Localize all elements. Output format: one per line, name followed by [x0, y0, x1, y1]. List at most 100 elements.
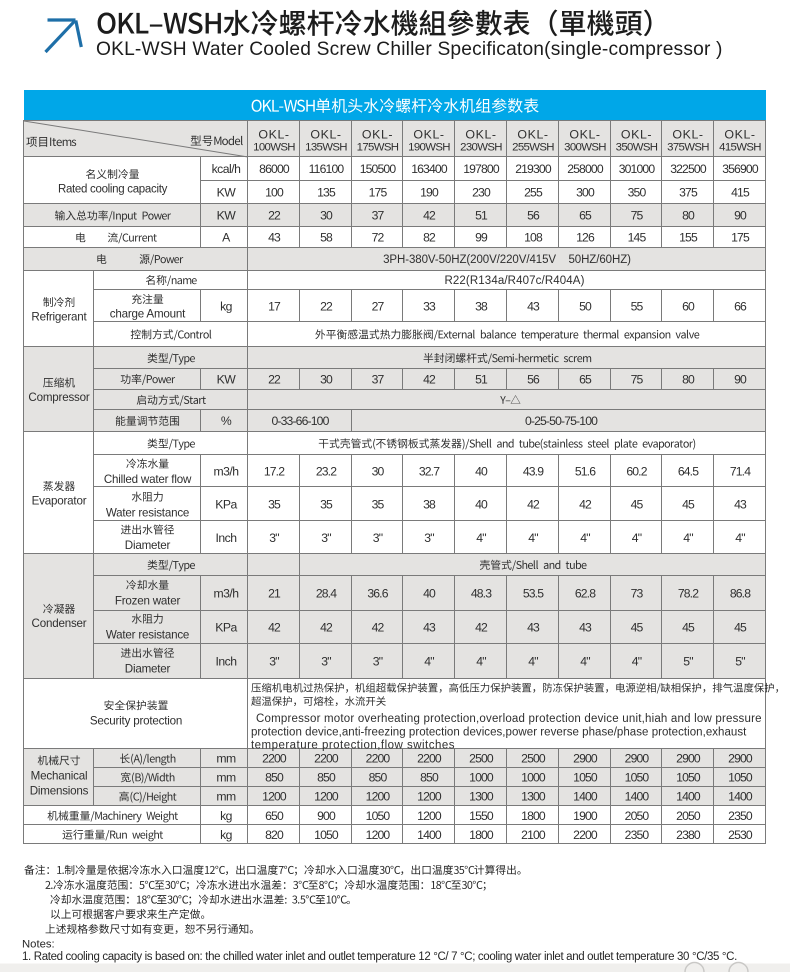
svg-text:OKL-: OKL-: [465, 128, 496, 142]
svg-text:mm: mm: [216, 752, 236, 766]
svg-text:375WSH: 375WSH: [667, 142, 709, 154]
svg-text:Diameter: Diameter: [125, 539, 171, 552]
svg-text:2380: 2380: [676, 828, 701, 842]
svg-text:99: 99: [475, 231, 488, 245]
svg-text:43: 43: [268, 231, 281, 245]
svg-text:135WSH: 135WSH: [305, 142, 347, 154]
svg-text:175: 175: [369, 186, 388, 200]
svg-text:1400: 1400: [676, 790, 701, 804]
svg-text:35: 35: [268, 497, 281, 511]
svg-text:KW: KW: [217, 186, 237, 200]
svg-text:1050: 1050: [366, 809, 391, 823]
svg-text:43.9: 43.9: [523, 464, 544, 478]
svg-text:21: 21: [268, 586, 281, 600]
svg-text:OKL-: OKL-: [310, 128, 341, 142]
svg-text:42: 42: [423, 209, 436, 223]
svg-text:Inch: Inch: [215, 655, 236, 669]
svg-text:1200: 1200: [417, 790, 442, 804]
svg-text:0-33-66-100: 0-33-66-100: [271, 414, 329, 428]
svg-text:45: 45: [682, 621, 695, 635]
svg-text:protection device,anti-freezin: protection device,anti-freezing protecti…: [251, 726, 747, 738]
svg-text:1200: 1200: [262, 790, 287, 804]
svg-text:4": 4": [580, 655, 590, 669]
svg-text:0-25-50-75-100: 0-25-50-75-100: [525, 414, 598, 428]
svg-text:30: 30: [320, 209, 333, 223]
svg-text:219300: 219300: [515, 162, 552, 176]
svg-text:Water resistance: Water resistance: [106, 628, 189, 641]
svg-text:OKL-: OKL-: [362, 128, 393, 142]
svg-text:Dimensions: Dimensions: [30, 784, 89, 797]
svg-text:230: 230: [472, 186, 491, 200]
svg-text:23.2: 23.2: [316, 464, 337, 478]
svg-text:90: 90: [734, 209, 747, 223]
svg-text:Inch: Inch: [215, 531, 236, 545]
svg-text:255: 255: [524, 186, 543, 200]
svg-text:mm: mm: [216, 771, 236, 785]
svg-text:197800: 197800: [463, 162, 500, 176]
svg-text:82: 82: [423, 231, 436, 245]
svg-text:43: 43: [734, 497, 747, 511]
svg-text:116100: 116100: [309, 162, 345, 176]
svg-text:350WSH: 350WSH: [616, 142, 658, 154]
svg-text:2900: 2900: [676, 752, 701, 766]
svg-text:53.5: 53.5: [523, 586, 544, 600]
svg-text:OKL-: OKL-: [413, 128, 444, 142]
svg-text:KW: KW: [217, 372, 237, 386]
svg-text:OKL-: OKL-: [621, 128, 652, 142]
svg-text:28.4: 28.4: [316, 586, 337, 600]
svg-text:38: 38: [475, 299, 488, 313]
svg-text:135: 135: [317, 186, 336, 200]
svg-text:1050: 1050: [573, 771, 598, 785]
svg-text:51: 51: [475, 209, 488, 223]
svg-text:Evaporator: Evaporator: [32, 494, 87, 507]
svg-text:126: 126: [576, 231, 595, 245]
svg-text:1300: 1300: [521, 790, 546, 804]
svg-text:4": 4": [528, 531, 538, 545]
svg-text:230WSH: 230WSH: [460, 142, 502, 154]
svg-text:1050: 1050: [314, 828, 339, 842]
svg-text:108: 108: [524, 231, 543, 245]
svg-text:KW: KW: [217, 209, 237, 223]
svg-text:1200: 1200: [366, 790, 391, 804]
svg-text:3PH-380V-50HZ(200V/220V/415V: 3PH-380V-50HZ(200V/220V/415V 50HZ/60HZ): [383, 254, 631, 266]
svg-text:1050: 1050: [625, 771, 650, 785]
svg-text:Chilled water flow: Chilled water flow: [104, 473, 192, 486]
svg-text:1000: 1000: [469, 771, 494, 785]
svg-text:43: 43: [527, 299, 540, 313]
svg-text:kg: kg: [220, 828, 232, 842]
svg-text:OKL-: OKL-: [517, 128, 548, 142]
svg-text:73: 73: [631, 586, 644, 600]
svg-text:45: 45: [631, 621, 644, 635]
svg-text:4": 4": [476, 531, 486, 545]
svg-text:2350: 2350: [625, 828, 650, 842]
svg-text:2530: 2530: [728, 828, 753, 842]
svg-text:R22(R134a/R407c/R404A): R22(R134a/R407c/R404A): [444, 275, 584, 287]
svg-text:Notes:: Notes:: [22, 938, 55, 950]
svg-text:51: 51: [475, 372, 488, 386]
svg-text:2200: 2200: [417, 752, 442, 766]
svg-text:56: 56: [527, 372, 540, 386]
svg-text:Frozen water: Frozen water: [115, 594, 181, 607]
svg-text:1050: 1050: [728, 771, 753, 785]
svg-text:Water resistance: Water resistance: [106, 506, 189, 519]
svg-text:75: 75: [631, 372, 644, 386]
svg-text:163400: 163400: [411, 162, 448, 176]
svg-text:2200: 2200: [314, 752, 339, 766]
svg-text:42: 42: [579, 497, 592, 511]
svg-text:4": 4": [632, 655, 642, 669]
svg-text:38: 38: [423, 497, 436, 511]
svg-text:100: 100: [265, 186, 284, 200]
svg-text:48.3: 48.3: [471, 586, 492, 600]
svg-text:2200: 2200: [573, 828, 598, 842]
svg-text:45: 45: [734, 621, 747, 635]
svg-text:Compressor motor overheating p: Compressor motor overheating protection,…: [256, 713, 762, 725]
svg-text:m3/h: m3/h: [213, 464, 238, 478]
svg-text:42: 42: [527, 497, 540, 511]
svg-text:4": 4": [632, 531, 642, 545]
svg-text:KPa: KPa: [215, 621, 237, 635]
svg-text:71.4: 71.4: [730, 464, 751, 478]
svg-text:55: 55: [631, 299, 644, 313]
svg-text:66: 66: [734, 299, 747, 313]
svg-text:4": 4": [683, 531, 693, 545]
svg-text:Security protection: Security protection: [90, 714, 182, 727]
